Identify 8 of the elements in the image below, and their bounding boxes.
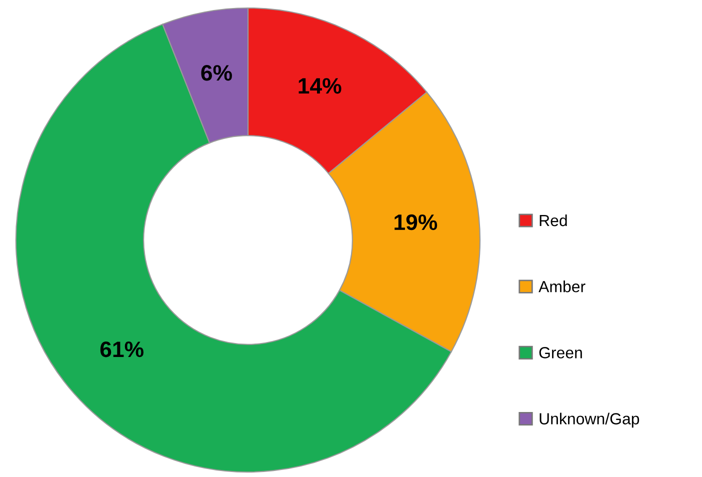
legend-label: Red xyxy=(540,214,567,226)
data-label: 61% xyxy=(100,341,144,358)
data-label: 19% xyxy=(394,214,438,230)
data-label: 14% xyxy=(298,78,342,94)
data-label: 6% xyxy=(201,65,232,81)
legend-label: Green xyxy=(539,347,582,358)
legend-label: Unknown/Gap xyxy=(540,412,640,428)
legend-label: Amber xyxy=(538,280,586,292)
